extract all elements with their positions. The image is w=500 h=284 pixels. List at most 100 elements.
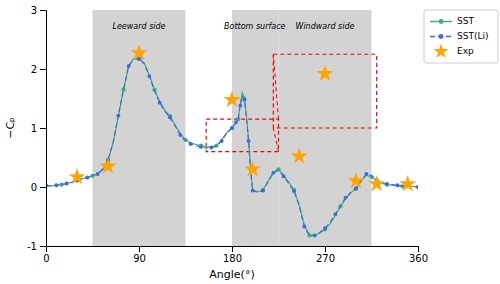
legend-swatch — [433, 44, 448, 58]
series-marker — [158, 101, 162, 105]
series-marker — [127, 64, 131, 68]
series-marker — [178, 133, 182, 137]
legend-frame — [424, 10, 498, 63]
scatter-point — [368, 175, 385, 191]
series-marker — [54, 183, 58, 187]
zoom-box — [273, 54, 376, 128]
series-marker — [230, 126, 234, 130]
x-tick-mark — [139, 246, 140, 252]
legend-item: SST — [430, 16, 474, 26]
plot: 0 90 180 270 360 -1 0 1 2 3 Angle(°) −Cₚ Leeward sid… — [4, 5, 498, 281]
series-marker — [416, 185, 418, 189]
x-axis-line — [47, 247, 419, 253]
scatter-point — [223, 91, 240, 107]
region — [93, 10, 186, 246]
scatter-point — [130, 44, 147, 60]
series-marker — [313, 233, 317, 237]
scatter-point — [68, 168, 85, 184]
y-tick: 2 — [31, 64, 46, 75]
series-marker — [168, 115, 172, 119]
y-tick-label: 1 — [31, 123, 37, 134]
scatter-point — [399, 175, 416, 191]
x-tick-label: 0 — [43, 253, 49, 264]
y-axis: -1 0 1 2 3 — [27, 5, 46, 252]
series-line — [46, 58, 418, 235]
y-tick-mark — [40, 69, 46, 70]
series-line — [46, 59, 418, 236]
series-marker — [220, 139, 224, 143]
y-tick-mark — [40, 10, 46, 11]
x-tick: 180 — [223, 246, 242, 264]
series-marker — [344, 196, 348, 200]
y-axis-title: −Cₚ — [4, 117, 17, 139]
y-tick: 0 — [31, 182, 46, 193]
x-tick-label: 360 — [409, 253, 428, 264]
legend-label: SST(Li) — [457, 31, 488, 41]
series-marker — [416, 185, 418, 189]
series-marker — [96, 172, 100, 176]
series-marker — [292, 189, 296, 193]
series-marker — [238, 104, 242, 108]
x-tick: 270 — [316, 246, 335, 264]
x-axis: 0 90 180 270 360 — [43, 246, 428, 264]
legend: SST SST(Li) Exp — [424, 10, 498, 63]
series-marker — [261, 189, 265, 193]
series-marker — [85, 176, 89, 180]
scatter-point — [291, 147, 308, 163]
series-marker — [247, 139, 251, 143]
series-marker — [323, 226, 327, 230]
series-marker — [65, 182, 69, 186]
x-tick-label: 90 — [133, 253, 146, 264]
scatter-point — [347, 172, 364, 188]
x-tick-label: 180 — [223, 253, 242, 264]
scatter-point — [244, 160, 261, 176]
chart: 0 90 180 270 360 -1 0 1 2 3 Angle(°) −Cₚ Leeward sid… — [0, 0, 500, 284]
y-tick-mark — [40, 246, 46, 247]
legend-label: Exp — [457, 46, 474, 56]
series-marker — [251, 189, 255, 193]
series-marker — [354, 187, 358, 191]
region-label: Windward side — [295, 22, 354, 31]
marks — [46, 10, 418, 246]
x-tick: 90 — [133, 246, 146, 264]
series-marker — [116, 114, 120, 118]
series-marker — [282, 174, 286, 178]
series-marker — [385, 182, 389, 186]
series-marker — [364, 172, 368, 176]
series-marker — [209, 146, 213, 150]
legend-item: Exp — [433, 44, 474, 58]
y-tick: -1 — [27, 241, 46, 252]
y-tick-label: 2 — [31, 64, 37, 75]
x-tick: 0 — [43, 246, 49, 264]
x-tick: 360 — [409, 246, 428, 264]
y-tick-mark — [40, 128, 46, 129]
y-tick-label: 3 — [31, 5, 37, 16]
y-tick-label: 0 — [31, 182, 37, 193]
region-labels: Leeward sideBottom surfaceWindward side — [112, 22, 354, 31]
legend-swatch — [439, 34, 444, 39]
x-tick-mark — [232, 246, 233, 252]
x-tick-label: 270 — [316, 253, 335, 264]
series-marker — [137, 57, 141, 61]
region-label: Leeward side — [112, 22, 165, 31]
series-marker — [385, 183, 389, 187]
series-marker — [271, 171, 275, 175]
y-tick-label: -1 — [27, 241, 37, 252]
x-tick-mark — [418, 246, 419, 252]
y-tick: 3 — [31, 5, 46, 16]
series-marker — [395, 183, 399, 187]
y-tick-mark — [40, 187, 46, 188]
region — [232, 10, 279, 246]
x-axis-title: Angle(°) — [209, 268, 254, 281]
series-marker — [354, 186, 358, 190]
legend-swatch — [439, 19, 444, 24]
legend-label: SST — [457, 16, 474, 26]
legend-item: SST(Li) — [430, 31, 488, 41]
series-marker — [199, 145, 203, 149]
zoom-connector — [273, 54, 278, 119]
series-marker — [189, 142, 193, 146]
x-tick-mark — [325, 246, 326, 252]
zoom-box — [206, 119, 278, 151]
scatter-point — [99, 157, 116, 173]
series-marker — [234, 120, 238, 124]
